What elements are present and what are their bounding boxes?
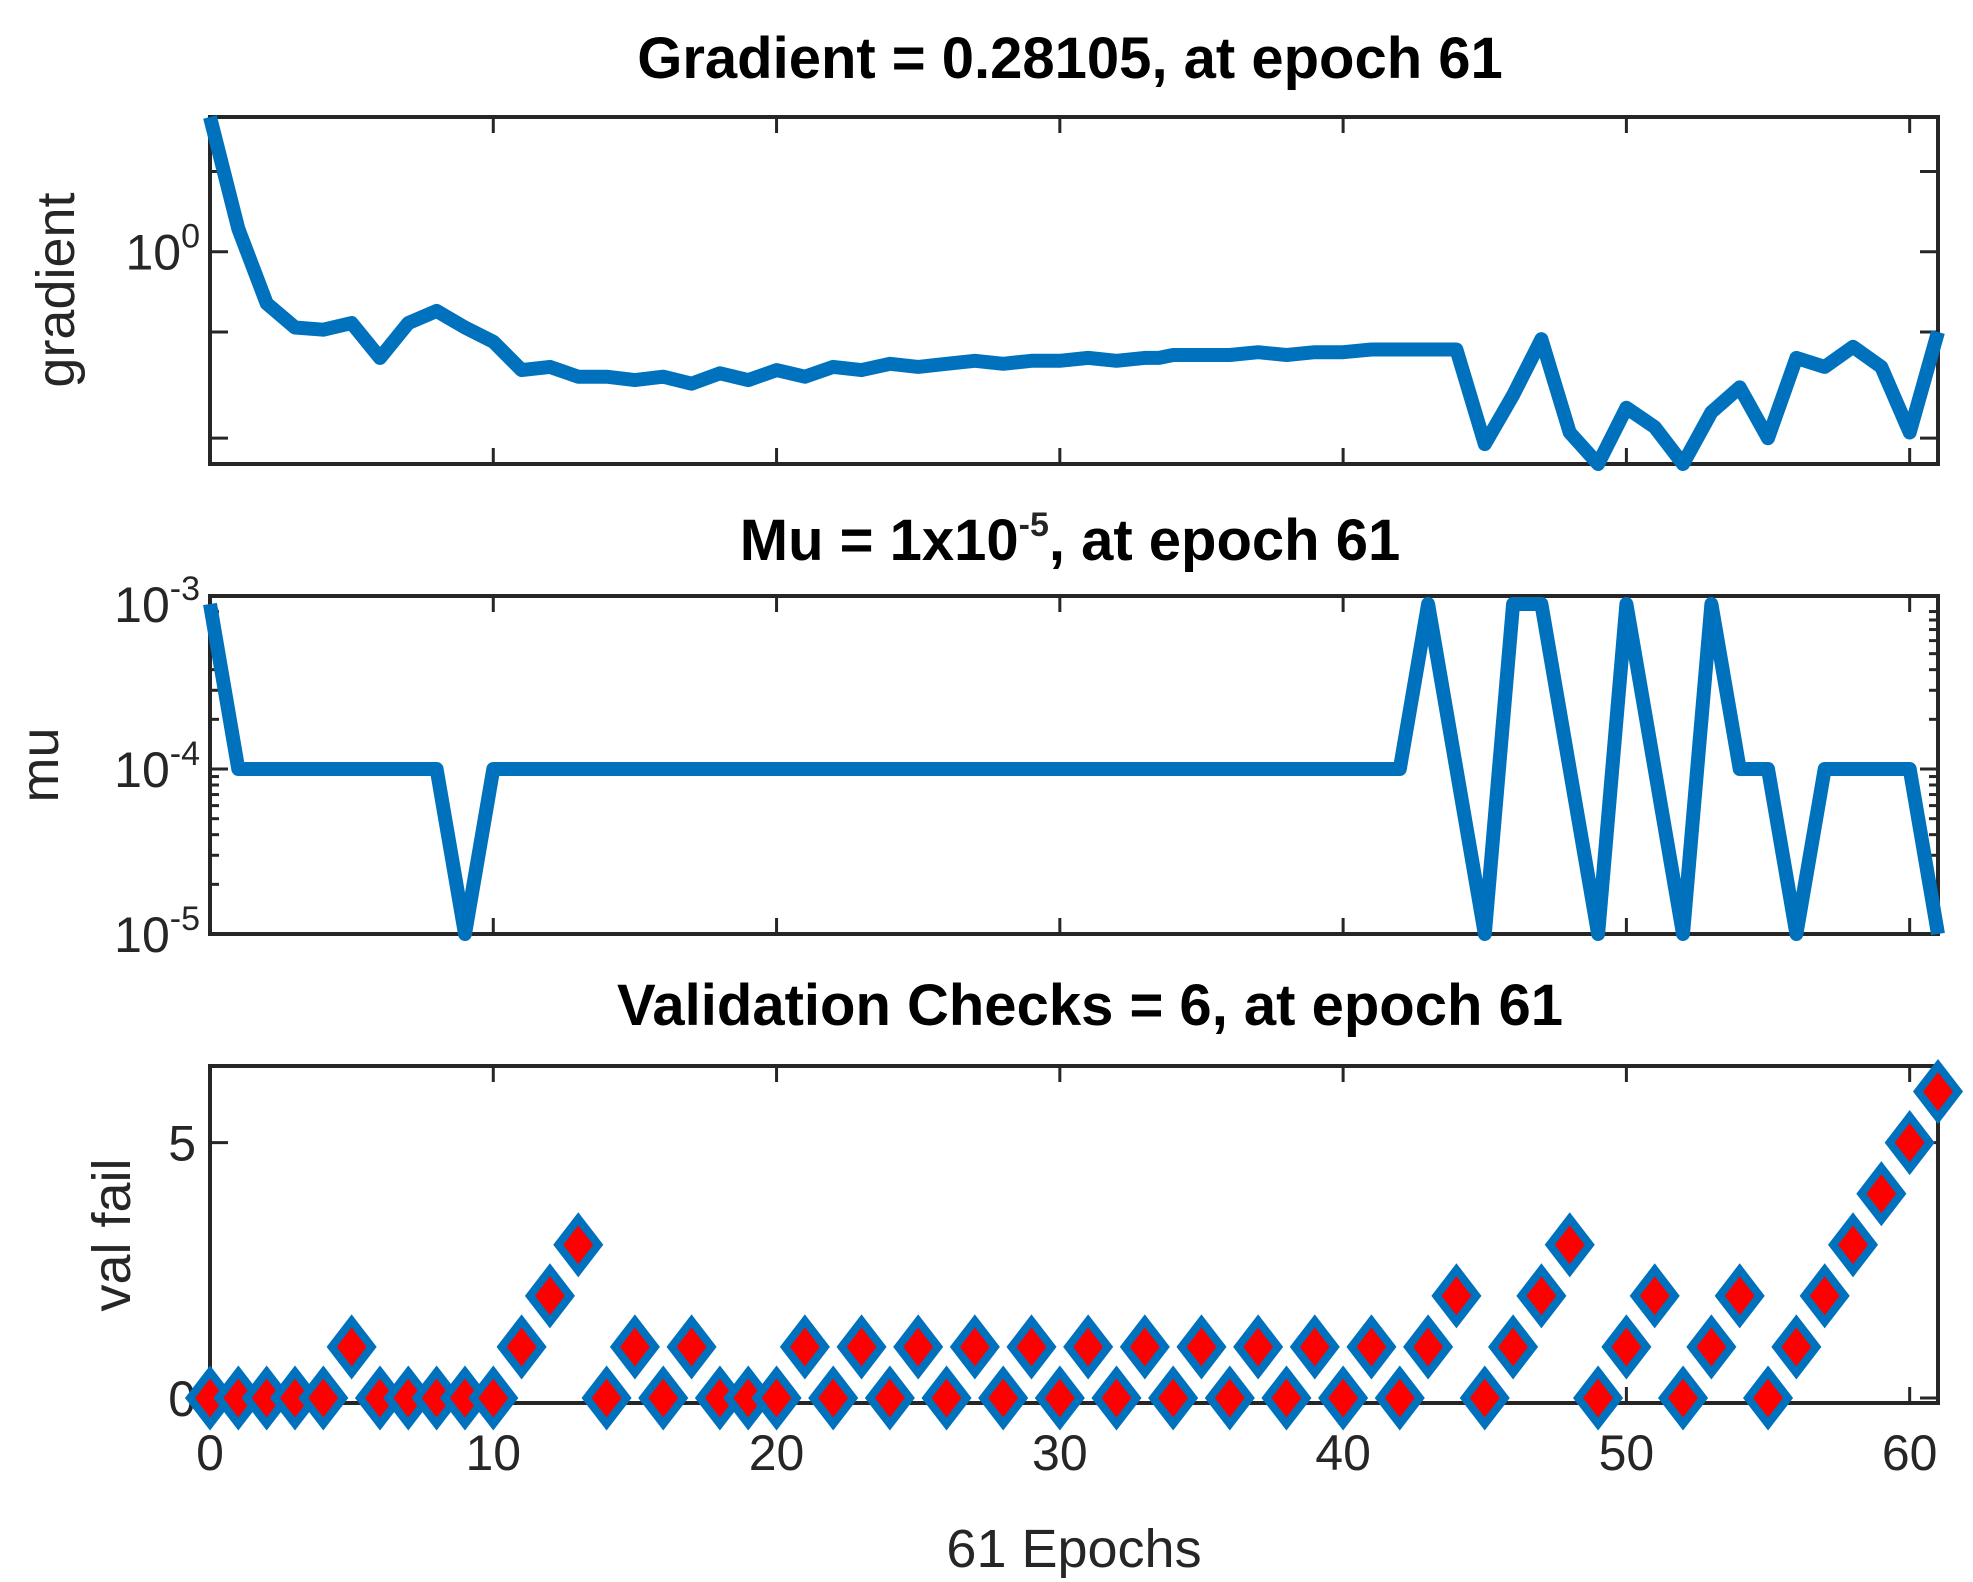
val-fail-marker <box>1912 1058 1964 1125</box>
mu-series-line <box>203 597 1945 941</box>
val-fail-marker <box>1856 1161 1907 1227</box>
gradient-y-tick-label: 100 <box>125 218 200 281</box>
val-fail-marker <box>1544 1212 1595 1278</box>
val-fail-marker <box>298 1365 349 1431</box>
val-fail-marker <box>1629 1263 1680 1329</box>
val-fail-marker <box>638 1365 689 1431</box>
x-tick-label: 10 <box>465 1425 521 1481</box>
val-fail-marker <box>779 1314 830 1380</box>
val-fail-y-tick-label: 5 <box>168 1116 196 1172</box>
val-fail-title: Validation Checks = 6, at epoch 61 <box>617 973 1563 1038</box>
val-fail-marker <box>581 1365 632 1431</box>
val-fail-marker <box>1261 1365 1312 1431</box>
gradient-axes-frame <box>208 115 1940 466</box>
mu-panel: Mu = 1x10-5, at epoch 61 10-3 10-4 10-5 mu <box>10 506 1945 963</box>
val-fail-marker <box>1204 1365 1255 1431</box>
val-fail-marker <box>1771 1314 1822 1380</box>
x-tick-label: 50 <box>1599 1425 1655 1481</box>
val-fail-marker <box>921 1365 972 1431</box>
x-axis-label: 61 Epochs <box>946 1519 1201 1579</box>
val-fail-marker <box>808 1365 859 1431</box>
val-fail-marker <box>1827 1212 1879 1278</box>
mu-title: Mu = 1x10-5, at epoch 61 <box>740 506 1400 573</box>
val-fail-marker <box>751 1365 802 1431</box>
val-fail-marker <box>1346 1314 1397 1380</box>
val-fail-marker <box>496 1314 547 1380</box>
mu-y-ticks: 10-3 10-4 10-5 <box>114 570 1938 963</box>
val-fail-marker <box>1034 1365 1085 1431</box>
val-fail-marker <box>864 1365 915 1431</box>
gradient-panel: Gradient = 0.28105, at epoch 61 100 grad… <box>26 26 1945 471</box>
val-fail-marker <box>1063 1314 1114 1380</box>
val-fail-marker <box>1799 1263 1850 1329</box>
val-fail-markers <box>184 1058 1964 1431</box>
mu-y-tick-label: 10-5 <box>114 900 200 963</box>
val-fail-marker <box>1884 1110 1935 1176</box>
val-fail-marker <box>1516 1263 1567 1329</box>
gradient-title: Gradient = 0.28105, at epoch 61 <box>637 26 1503 91</box>
val-fail-marker <box>1289 1314 1340 1380</box>
val-fail-marker <box>553 1212 604 1278</box>
mu-axes-frame <box>208 594 1940 936</box>
val-fail-marker <box>1742 1365 1794 1431</box>
val-fail-marker <box>1006 1314 1057 1380</box>
val-fail-ylabel: val fail <box>82 1158 142 1311</box>
val-fail-marker <box>1488 1314 1539 1380</box>
val-fail-marker <box>1176 1314 1227 1380</box>
val-fail-marker <box>1318 1365 1369 1431</box>
val-fail-marker <box>1431 1263 1482 1329</box>
val-fail-marker <box>1148 1365 1199 1431</box>
val-fail-y-ticks: 05 <box>168 1116 1938 1427</box>
gradient-series-line <box>203 115 1945 471</box>
val-fail-marker <box>1374 1365 1425 1431</box>
val-fail-marker <box>1601 1314 1652 1380</box>
mu-y-tick-label: 10-4 <box>114 735 200 798</box>
val-fail-marker <box>1119 1314 1170 1380</box>
val-fail-marker <box>468 1365 519 1431</box>
val-fail-marker <box>609 1314 660 1380</box>
mu-y-tick-label: 10-3 <box>114 570 200 633</box>
val-fail-marker <box>524 1263 575 1329</box>
val-fail-marker <box>1686 1314 1737 1380</box>
x-tick-label: 60 <box>1882 1425 1938 1481</box>
val-fail-marker <box>893 1314 944 1380</box>
val-fail-marker <box>1714 1263 1765 1329</box>
x-tick-label: 30 <box>1032 1425 1088 1481</box>
val-fail-marker <box>1573 1365 1624 1431</box>
x-tick-label: 40 <box>1315 1425 1371 1481</box>
gradient-ylabel: gradient <box>26 192 86 387</box>
val-fail-marker <box>1403 1314 1454 1380</box>
x-tick-label: 0 <box>196 1425 224 1481</box>
val-fail-panel: Validation Checks = 6, at epoch 61 05 0 1… <box>82 973 1964 1579</box>
val-fail-marker <box>1658 1365 1709 1431</box>
val-fail-marker <box>836 1314 887 1380</box>
val-fail-marker <box>1233 1314 1284 1380</box>
val-fail-marker <box>1091 1365 1142 1431</box>
val-fail-marker <box>949 1314 1000 1380</box>
val-fail-marker <box>978 1365 1029 1431</box>
val-fail-marker <box>326 1314 377 1380</box>
x-tick-label: 20 <box>749 1425 805 1481</box>
gradient-x-tick-marks <box>208 117 1912 464</box>
mu-ylabel: mu <box>10 727 70 802</box>
val-fail-marker <box>666 1314 717 1380</box>
val-fail-marker <box>1459 1365 1510 1431</box>
gradient-y-ticks: 100 <box>125 169 1938 440</box>
